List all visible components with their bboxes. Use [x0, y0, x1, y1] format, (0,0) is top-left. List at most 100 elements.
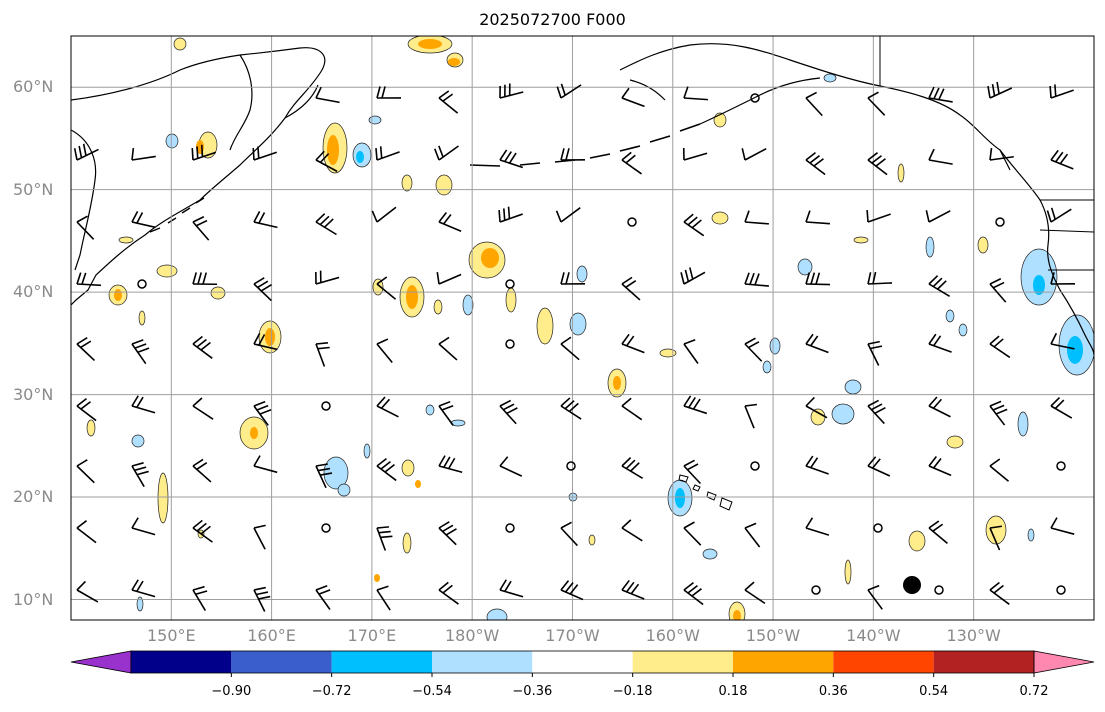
wind-barb	[192, 458, 212, 483]
wind-barb	[76, 580, 99, 603]
wind-barb	[744, 210, 769, 225]
wind-barb	[376, 457, 397, 482]
wind-barb	[989, 458, 1010, 482]
lat-label: 50°N	[13, 179, 54, 199]
positive-contour	[448, 58, 460, 66]
map-title: 2025072700 F000	[479, 10, 626, 29]
wind-barb	[1050, 272, 1076, 285]
wind-barb	[438, 90, 459, 114]
positive-contour	[250, 427, 258, 439]
wind-barb	[131, 517, 156, 536]
wind-barb	[744, 522, 761, 548]
wind-barb	[1050, 396, 1073, 419]
wind-barb	[621, 276, 641, 301]
wind-barb	[741, 147, 767, 161]
negative-contour	[425, 404, 435, 416]
positive-contour	[853, 236, 869, 244]
lat-label: 20°N	[13, 487, 54, 507]
wind-barb	[744, 272, 769, 287]
wind-barb	[867, 584, 883, 610]
wind-barb	[989, 525, 1002, 551]
wind-barb	[131, 462, 149, 488]
wind-barb	[556, 83, 582, 99]
wind-barb	[928, 86, 953, 103]
wind-barb	[253, 211, 278, 229]
wind-barb	[866, 209, 891, 223]
wind-barb	[560, 336, 580, 361]
negative-contour	[1067, 336, 1083, 364]
negative-contour	[1033, 275, 1045, 295]
wind-barb	[253, 400, 272, 426]
negative-contour	[831, 403, 855, 425]
wind-barb	[192, 397, 214, 420]
wind-barb	[928, 396, 951, 418]
negative-contour	[844, 379, 862, 395]
wind-barb	[805, 91, 823, 117]
wind-barb	[73, 143, 99, 161]
wind-barb	[499, 579, 524, 598]
wind-barb	[315, 213, 337, 236]
wind-barb	[252, 146, 277, 161]
colorbar-tick-label: 0.18	[718, 684, 748, 699]
negative-contour	[356, 151, 364, 163]
negative-contour	[675, 488, 685, 508]
wind-barb	[1050, 149, 1074, 170]
calm-wind-marker	[321, 523, 331, 533]
wind-barb	[560, 397, 582, 420]
wind-barb	[805, 152, 826, 176]
positive-contour	[433, 299, 443, 315]
wind-barb	[76, 215, 95, 240]
wind-barb	[376, 276, 397, 300]
wind-barb	[805, 455, 829, 475]
positive-contour	[372, 278, 384, 296]
wind-barb	[928, 456, 952, 477]
colorbar-segment	[933, 651, 1034, 673]
wind-barb	[315, 86, 340, 104]
wind-barb	[376, 585, 391, 611]
negative-contour	[576, 265, 588, 283]
positive-contour	[265, 328, 275, 346]
calm-wind-marker	[627, 217, 637, 227]
positive-contour	[481, 248, 499, 268]
wind-barb	[987, 81, 1013, 99]
lat-label: 30°N	[13, 384, 54, 404]
colorbar-segment	[432, 651, 533, 673]
negative-contour	[925, 236, 935, 258]
positive-contour	[897, 163, 905, 183]
negative-contour	[1027, 528, 1035, 542]
calm-wind-marker	[137, 279, 147, 289]
calm-wind-marker	[995, 217, 1005, 227]
wind-barb	[76, 272, 102, 287]
wind-barb	[621, 579, 645, 600]
wind-barb	[683, 582, 704, 606]
positive-contour	[659, 348, 677, 358]
positive-contour	[401, 459, 415, 477]
negative-contour	[323, 456, 349, 490]
negative-contour	[1017, 411, 1029, 437]
wind-barb	[376, 338, 393, 364]
wind-barb	[989, 147, 1014, 161]
wind-barb	[499, 83, 524, 99]
positive-contour	[327, 135, 339, 165]
grid-lines	[71, 36, 1094, 620]
positive-contour	[406, 285, 418, 309]
colorbar-max-extension	[1033, 650, 1095, 674]
negative-contour	[762, 360, 772, 374]
negative-contour	[945, 309, 955, 323]
wind-barb	[621, 457, 644, 479]
wind-barb	[76, 459, 95, 484]
positive-contour	[157, 472, 169, 524]
wind-barb	[560, 521, 578, 547]
wind-barb	[744, 403, 758, 429]
station-marker	[903, 576, 921, 594]
wind-barb	[76, 337, 96, 362]
wind-barb	[499, 149, 524, 169]
wind-barb	[805, 272, 831, 286]
wind-barb	[621, 151, 643, 175]
negative-contour	[702, 548, 718, 560]
positive-contour	[977, 236, 989, 254]
colorbar-segment	[131, 651, 232, 673]
positive-contour	[114, 289, 122, 301]
wind-barb	[76, 520, 97, 544]
positive-contour	[844, 559, 852, 585]
